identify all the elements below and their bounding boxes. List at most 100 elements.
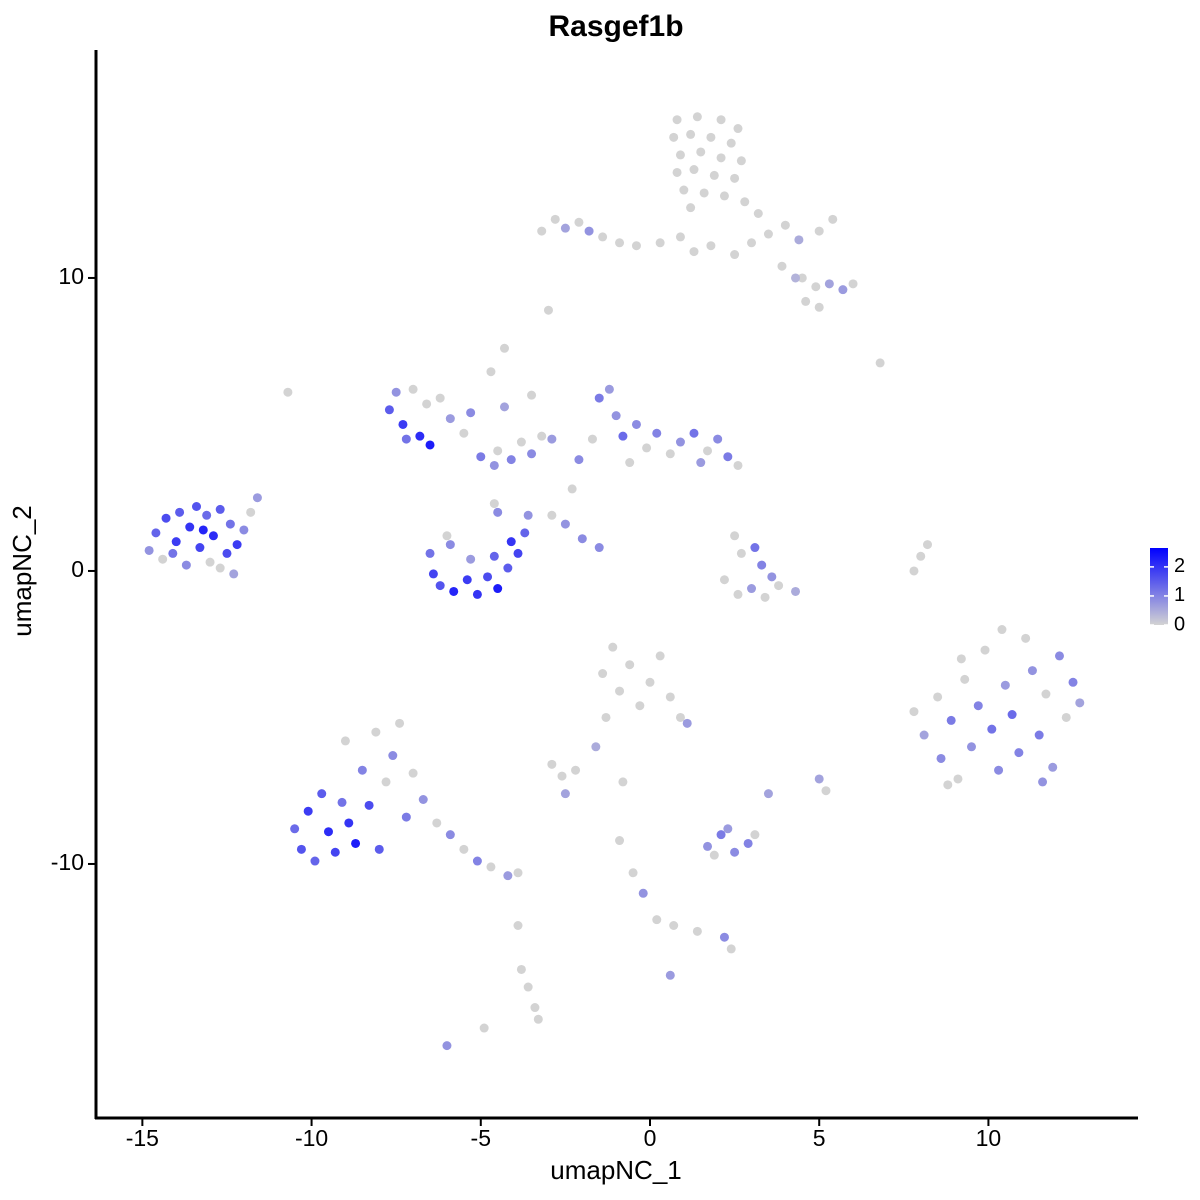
point <box>838 285 848 295</box>
point <box>537 431 547 441</box>
point <box>1038 777 1048 787</box>
point <box>675 150 685 160</box>
point <box>181 560 191 570</box>
point <box>994 765 1004 775</box>
point <box>208 531 218 541</box>
point <box>523 510 533 520</box>
point <box>723 452 733 462</box>
point <box>923 540 933 550</box>
point <box>875 358 885 368</box>
point <box>168 548 178 558</box>
point <box>1014 748 1024 758</box>
point <box>956 654 966 664</box>
point <box>618 777 628 787</box>
point <box>493 446 503 456</box>
point <box>225 519 235 529</box>
point <box>689 165 699 175</box>
point <box>692 926 702 936</box>
point <box>696 458 706 468</box>
colorbar-label: 2 <box>1174 555 1185 577</box>
point <box>185 522 195 532</box>
point <box>520 528 530 538</box>
x-tick-label: -10 <box>295 1125 328 1151</box>
point <box>736 548 746 558</box>
point <box>462 575 472 585</box>
point <box>679 185 689 195</box>
point <box>425 548 435 558</box>
point <box>506 537 516 547</box>
point <box>340 736 350 746</box>
point <box>824 279 834 289</box>
point <box>669 920 679 930</box>
point <box>374 844 384 854</box>
point <box>144 545 154 555</box>
point <box>408 768 418 778</box>
point <box>652 428 662 438</box>
point <box>1061 712 1071 722</box>
point <box>428 569 438 579</box>
point <box>1021 633 1031 643</box>
point <box>432 818 442 828</box>
point <box>669 132 679 142</box>
point <box>733 589 743 599</box>
point <box>780 220 790 230</box>
point <box>205 557 215 567</box>
point <box>682 718 692 728</box>
point <box>598 669 608 679</box>
point <box>290 824 300 834</box>
point <box>198 525 208 535</box>
point <box>215 504 225 514</box>
point <box>486 367 496 377</box>
x-axis-label: umapNC_1 <box>550 1155 682 1185</box>
point <box>489 460 499 470</box>
point <box>675 437 685 447</box>
point <box>445 830 455 840</box>
point <box>699 188 709 198</box>
point <box>801 296 811 306</box>
point <box>418 795 428 805</box>
point <box>615 238 625 248</box>
point <box>486 862 496 872</box>
point <box>503 871 513 881</box>
point <box>330 847 340 857</box>
point <box>601 712 611 722</box>
point <box>435 581 445 591</box>
point <box>608 642 618 652</box>
point <box>774 581 784 591</box>
point <box>151 528 161 538</box>
point <box>828 214 838 224</box>
point <box>466 408 476 418</box>
point <box>476 452 486 462</box>
point <box>733 124 743 134</box>
point <box>239 525 249 535</box>
point <box>665 692 675 702</box>
colorbar <box>1150 548 1168 625</box>
x-tick-label: 5 <box>813 1125 826 1151</box>
point <box>631 419 641 429</box>
point <box>730 847 740 857</box>
point <box>395 718 405 728</box>
point <box>445 414 455 424</box>
point <box>675 712 685 722</box>
point <box>655 651 665 661</box>
point <box>933 692 943 702</box>
point <box>587 434 597 444</box>
point <box>401 812 411 822</box>
point <box>760 592 770 602</box>
point <box>747 238 757 248</box>
point <box>916 551 926 561</box>
point <box>750 543 760 553</box>
point <box>442 531 452 541</box>
point <box>229 569 239 579</box>
y-axis-label: umapNC_2 <box>7 505 37 637</box>
point <box>1048 762 1058 772</box>
point <box>442 1041 452 1051</box>
point <box>252 493 262 503</box>
point <box>726 138 736 148</box>
point <box>631 241 641 251</box>
point <box>713 434 723 444</box>
point <box>730 250 740 260</box>
point <box>943 780 953 790</box>
point <box>472 856 482 866</box>
point <box>709 850 719 860</box>
